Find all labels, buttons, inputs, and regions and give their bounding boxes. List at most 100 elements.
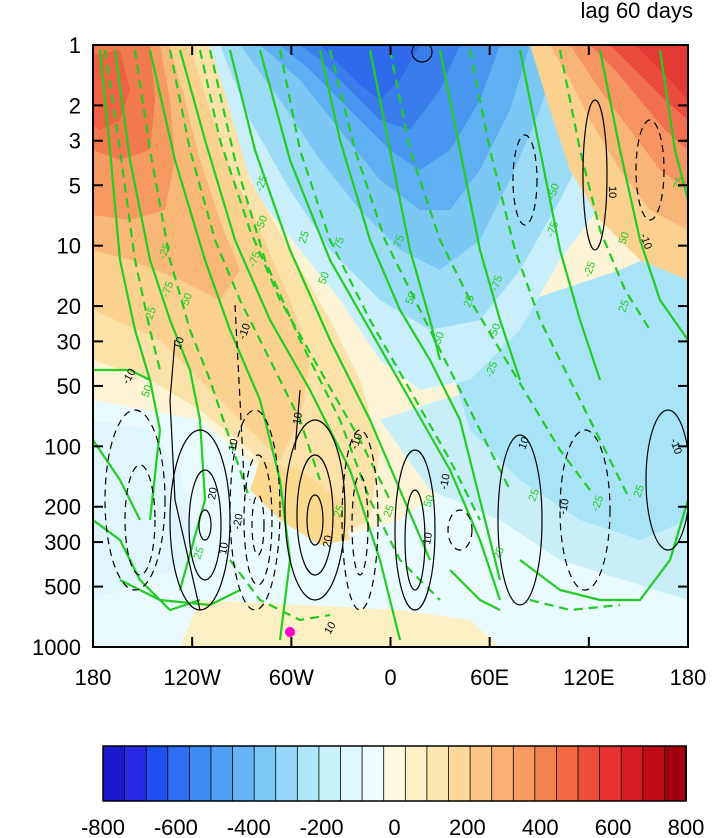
y-tick-label: 1	[69, 33, 81, 58]
colorbar-tick-label: -600	[154, 815, 198, 838]
colorbar-swatch	[253, 745, 277, 802]
colorbar-swatch	[318, 745, 342, 802]
black-contours-dashed	[104, 119, 665, 611]
colorbar-tick-label: 0	[388, 815, 400, 838]
svg-text:75: 75	[332, 235, 347, 251]
colorbar-tick-label: -200	[300, 815, 344, 838]
chart-title: lag 60 days	[580, 0, 693, 23]
svg-text:-10: -10	[349, 432, 366, 451]
colorbar-tick-label: -400	[227, 815, 271, 838]
colorbar-swatch	[296, 745, 320, 802]
colorbar-swatch	[124, 745, 148, 802]
svg-text:-75: -75	[489, 274, 506, 293]
colorbar-swatch	[577, 745, 601, 802]
svg-text:25: 25	[144, 305, 159, 321]
x-tick-label: 180	[670, 665, 707, 690]
colorbar-swatch	[448, 745, 471, 802]
svg-text:50: 50	[317, 270, 332, 286]
colorbar-tick-label: 200	[449, 815, 486, 838]
svg-text:-25: -25	[590, 494, 607, 513]
colorbar-swatch	[275, 745, 299, 802]
colorbar-swatch	[340, 745, 364, 802]
svg-text:25: 25	[492, 545, 507, 561]
svg-text:20: 20	[321, 534, 335, 548]
y-tick-label: 1000	[32, 635, 81, 660]
green-contours-dashed	[103, 49, 651, 622]
y-axis: 1 2 3 5 10 20 30 50 100 200 300 500 1000	[32, 33, 688, 660]
colorbar-swatch	[145, 745, 169, 802]
y-tick-label: 50	[57, 374, 81, 399]
y-tick-label: 3	[69, 129, 81, 154]
colorbar-tick-label: 600	[595, 815, 632, 838]
svg-text:10: 10	[172, 335, 187, 351]
y-tick-label: 30	[57, 329, 81, 354]
colorbar-swatch	[664, 745, 687, 802]
colorbar-swatch	[361, 745, 385, 802]
x-tick-label: 180	[75, 665, 112, 690]
svg-text:-20: -20	[231, 513, 246, 531]
svg-text:-75: -75	[545, 220, 562, 239]
svg-text:25: 25	[632, 483, 647, 499]
x-tick-label: 60E	[470, 665, 509, 690]
svg-text:-10: -10	[637, 232, 654, 251]
colorbar-swatch	[232, 745, 256, 802]
colorbar-swatch	[620, 745, 644, 802]
x-axis: 180 120W 60W 0 60E 120E 180	[75, 45, 707, 690]
svg-text:-75: -75	[160, 280, 177, 299]
svg-text:50: 50	[432, 330, 447, 346]
svg-text:50: 50	[404, 290, 419, 306]
colorbar-swatch	[210, 745, 234, 802]
colorbar-swatch	[426, 745, 450, 802]
colorbar-labels: -800 -600 -400 -200 0 200 400 600 800	[81, 815, 704, 838]
svg-text:-10: -10	[557, 498, 572, 516]
black-contours	[169, 45, 688, 611]
green-contours	[93, 49, 688, 641]
y-tick-label: 2	[69, 93, 81, 118]
colorbar-tick-label: -800	[81, 815, 125, 838]
y-tick-label: 5	[69, 173, 81, 198]
colorbar-tick-label: 400	[522, 815, 559, 838]
black-contour-labels: 10 -10 -10 -10 10 -10 20 -20 20 10 -10 1…	[120, 186, 684, 637]
svg-text:20: 20	[206, 486, 220, 500]
svg-text:10: 10	[217, 541, 231, 555]
svg-text:25: 25	[527, 487, 542, 503]
svg-text:25: 25	[192, 545, 207, 561]
svg-text:75: 75	[672, 175, 687, 191]
colorbar-swatch	[556, 745, 579, 802]
svg-text:-10: -10	[438, 473, 453, 491]
svg-text:75: 75	[392, 233, 407, 249]
colorbar-swatch	[383, 745, 407, 802]
svg-text:-50: -50	[546, 182, 563, 201]
colorbar-swatch	[188, 745, 212, 802]
colorbar	[102, 745, 687, 802]
svg-text:-25: -25	[254, 174, 271, 193]
x-tick-label: 120E	[563, 665, 614, 690]
x-tick-label: 120W	[163, 665, 221, 690]
y-tick-label: 20	[57, 294, 81, 319]
svg-text:50: 50	[140, 383, 155, 399]
y-tick-label: 300	[44, 530, 81, 555]
svg-text:-25: -25	[484, 360, 501, 379]
svg-text:25: 25	[617, 298, 632, 314]
colorbar-swatch	[534, 745, 558, 802]
svg-text:50: 50	[180, 291, 195, 307]
svg-text:10: 10	[517, 435, 532, 451]
y-tick-label: 100	[44, 434, 81, 459]
colorbar-swatch	[469, 745, 493, 802]
svg-text:25: 25	[462, 293, 477, 309]
svg-text:10: 10	[322, 620, 339, 637]
colorbar-swatch	[167, 745, 191, 802]
svg-text:-25: -25	[582, 260, 599, 279]
svg-text:50: 50	[617, 230, 632, 246]
svg-text:25: 25	[332, 503, 347, 519]
colorbar-swatch	[404, 745, 428, 802]
svg-text:-75: -75	[247, 250, 264, 269]
colorbar-swatch	[642, 745, 666, 802]
svg-text:-10: -10	[226, 438, 241, 456]
colorbar-frame	[102, 745, 687, 802]
green-contour-labels: -25 -50 -75 25 75 50 75 50 25 -75 50 -50…	[140, 174, 687, 561]
x-tick-label: 60W	[269, 665, 314, 690]
svg-text:-50: -50	[254, 214, 271, 233]
svg-text:-25: -25	[157, 242, 174, 261]
